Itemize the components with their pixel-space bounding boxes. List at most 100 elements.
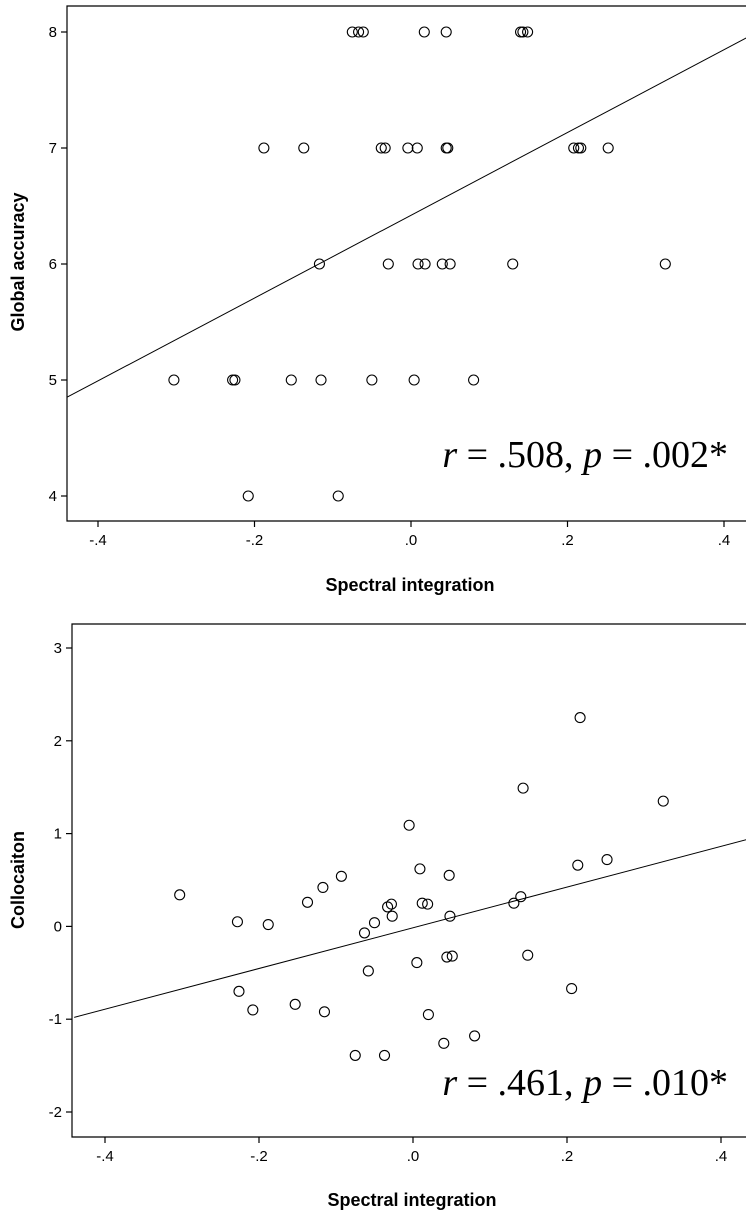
data-point <box>403 819 415 831</box>
data-point <box>574 712 586 724</box>
data-point <box>229 374 241 386</box>
y-tick-label: 8 <box>49 24 57 41</box>
data-point <box>402 142 414 154</box>
x-tick-label: -.2 <box>250 1148 268 1165</box>
data-point <box>301 896 314 908</box>
data-point <box>289 998 301 1010</box>
axis-frame <box>71 623 746 1138</box>
x-tick-label: .4 <box>718 532 731 549</box>
data-point <box>601 854 613 866</box>
data-point <box>317 881 329 893</box>
collocation-scatter-panel: -2 -1 0 1 2 3 -.4 -.2 .0 .2 .4 Collocaiton Spectra… <box>8 623 746 1210</box>
data-point <box>368 917 381 929</box>
fit-line <box>74 839 746 1018</box>
data-point <box>168 374 180 386</box>
x-axis-title: Spectral integration <box>327 1190 496 1210</box>
y-tick-label: 6 <box>49 256 57 273</box>
data-point <box>174 889 186 901</box>
correlation-annotation: r = .508, p = .002* <box>442 434 728 476</box>
data-point <box>443 869 455 881</box>
y-tick-label: -2 <box>49 1104 62 1121</box>
global-accuracy-scatter-panel: 4 5 6 7 8 -.4 -.2 .0 .2 .4 Global accuracy Spectr… <box>8 5 746 595</box>
data-point <box>411 957 423 969</box>
x-tick-label: .2 <box>561 1148 574 1165</box>
data-point <box>444 258 456 270</box>
data-point <box>385 898 397 910</box>
data-point <box>517 782 529 794</box>
data-point <box>566 983 578 995</box>
y-tick-label: 5 <box>49 372 57 389</box>
x-tick-label: .0 <box>407 1148 420 1165</box>
x-tick-label: -.2 <box>246 532 264 549</box>
x-tick-label: .0 <box>405 532 418 549</box>
regression-line <box>74 839 746 1018</box>
data-point <box>357 26 369 38</box>
x-axis-title: Spectral integration <box>325 575 494 595</box>
data-point <box>231 916 243 928</box>
data-point <box>441 951 453 963</box>
data-point <box>378 1049 391 1061</box>
data-point <box>353 26 365 38</box>
regression-line <box>67 37 746 398</box>
data-point <box>358 927 371 939</box>
data-point <box>379 142 391 154</box>
y-tick-label: 1 <box>54 826 62 843</box>
data-point <box>375 142 387 154</box>
data-point <box>507 258 519 270</box>
y-tick-label: 0 <box>54 918 62 935</box>
data-point <box>438 1037 450 1049</box>
x-tick-label: -.4 <box>89 532 107 549</box>
data-point <box>444 910 456 922</box>
data-point <box>422 1009 434 1021</box>
data-point <box>522 949 534 961</box>
data-point <box>412 258 424 270</box>
y-axis-title: Global accuracy <box>8 192 28 331</box>
y-axis-title: Collocaiton <box>8 831 28 929</box>
data-point <box>346 26 358 38</box>
data-point <box>227 374 239 386</box>
data-point <box>349 1049 361 1061</box>
data-point <box>414 863 426 875</box>
x-tick-label: .2 <box>561 532 574 549</box>
fit-line <box>67 37 746 398</box>
data-point <box>508 897 520 909</box>
data-point <box>382 901 394 913</box>
data-point <box>657 795 669 807</box>
data-point <box>522 26 534 38</box>
data-point <box>362 965 374 977</box>
data-point <box>247 1004 259 1016</box>
data-point <box>442 142 454 154</box>
data-point <box>242 490 254 502</box>
data-point <box>515 891 527 903</box>
data-point <box>416 897 428 909</box>
data-point <box>411 142 423 154</box>
correlation-annotation: r = .461, p = .010* <box>442 1062 728 1104</box>
axes: 4 5 6 7 8 -.4 -.2 .0 .2 .4 <box>49 5 746 549</box>
data-points <box>174 712 669 1061</box>
data-point <box>262 918 274 931</box>
data-point <box>386 910 398 922</box>
y-tick-label: 2 <box>54 733 62 750</box>
y-tick-label: 7 <box>49 140 57 157</box>
data-point <box>418 26 430 38</box>
y-tick-label: 3 <box>54 640 62 657</box>
axes: -2 -1 0 1 2 3 -.4 -.2 .0 .2 .4 <box>49 623 746 1165</box>
data-point <box>298 142 310 154</box>
y-tick-label: -1 <box>49 1011 62 1028</box>
data-point <box>318 1006 331 1018</box>
data-point <box>285 374 297 386</box>
data-point <box>315 374 327 386</box>
data-points <box>168 26 671 502</box>
data-point <box>366 374 378 386</box>
data-point <box>575 142 587 154</box>
x-tick-label: -.4 <box>96 1148 114 1165</box>
data-point <box>469 1030 481 1042</box>
data-point <box>233 985 245 997</box>
data-point <box>602 142 614 154</box>
data-point <box>659 258 671 270</box>
data-point <box>408 374 420 386</box>
data-point <box>419 258 431 270</box>
data-point <box>572 859 584 871</box>
data-point <box>440 26 452 38</box>
